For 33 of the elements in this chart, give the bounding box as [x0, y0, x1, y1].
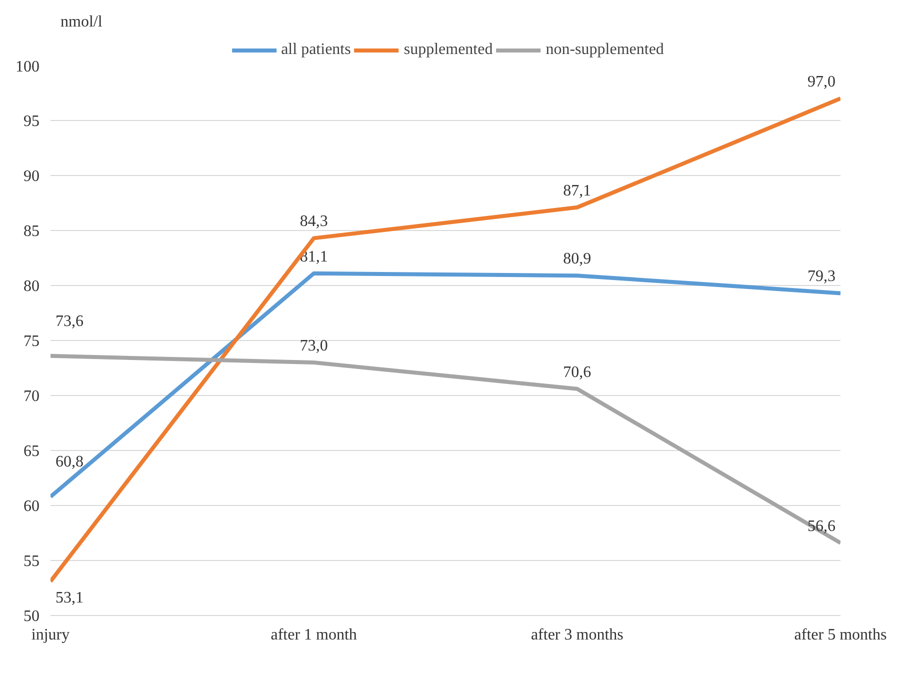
- y-tick-label: 80: [24, 278, 40, 295]
- data-label: 70,6: [563, 364, 592, 381]
- y-tick-label: 75: [24, 333, 40, 350]
- x-tick-label: after 3 months: [530, 626, 624, 644]
- y-tick-label: 50: [24, 608, 40, 625]
- data-label: 79,3: [808, 268, 836, 286]
- data-label: 73,6: [56, 312, 84, 330]
- data-label: 60,8: [56, 454, 84, 471]
- data-label: 84,3: [300, 213, 328, 230]
- data-label: 80,9: [563, 250, 592, 268]
- y-tick-label: 95: [24, 113, 40, 130]
- y-tick-label: 85: [24, 223, 40, 240]
- legend-label: supplemented: [404, 41, 493, 59]
- line-series: [50, 96, 840, 584]
- x-tick-label: after 5 months: [794, 626, 887, 644]
- data-label: 97,0: [808, 74, 836, 90]
- line-series: [50, 271, 840, 499]
- data-label: 56,6: [808, 518, 836, 535]
- y-tick-label: 60: [24, 498, 40, 515]
- y-tick-label: 65: [24, 443, 40, 460]
- data-label: 73,0: [300, 338, 328, 354]
- data-label: 87,1: [563, 182, 592, 200]
- y-tick-label: 70: [24, 388, 40, 405]
- data-label: 53,1: [56, 589, 84, 606]
- y-tick-label: 100: [16, 58, 40, 76]
- x-tick-label: after 1 month: [270, 626, 357, 644]
- x-tick-label: injury: [31, 626, 70, 644]
- y-tick-label: 55: [24, 553, 40, 570]
- y-axis-title: nmol/l: [60, 14, 103, 30]
- line-series: [50, 354, 840, 545]
- legend-label: non-supplemented: [546, 41, 664, 59]
- y-tick-label: 90: [24, 168, 40, 185]
- legend-label: all patients: [281, 41, 351, 59]
